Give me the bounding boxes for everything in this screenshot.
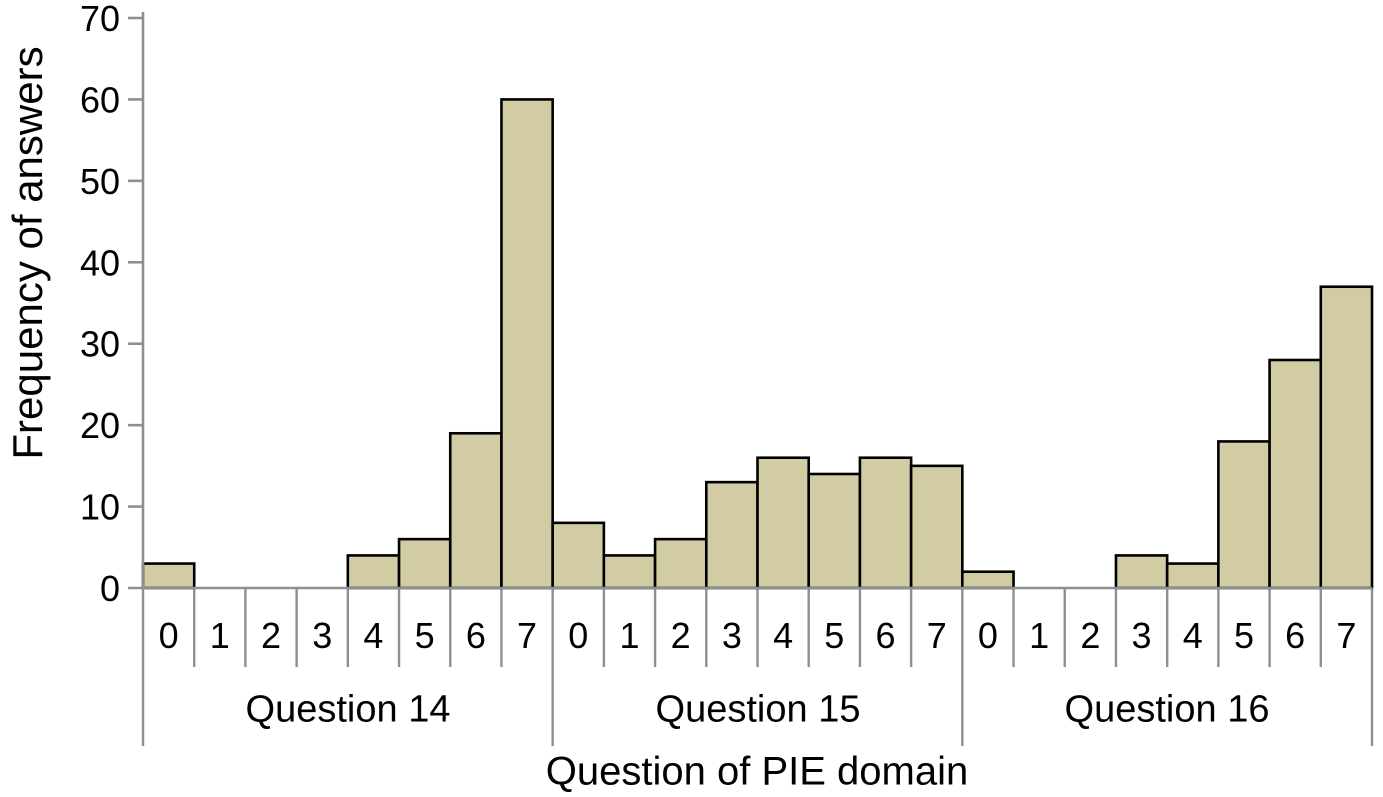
- bar-question-16-cat-6: [1268, 358, 1323, 590]
- x-category-label-question-14-5: 5: [415, 615, 435, 656]
- y-tick-label-20: 20: [80, 405, 120, 446]
- bar-question-15-cat-6: [858, 456, 913, 590]
- bar-question-16-cat-5: [1217, 440, 1271, 590]
- bar-question-16-cat-0: [961, 570, 1015, 590]
- y-tick-label-0: 0: [100, 568, 120, 609]
- bar-question-15-cat-1: [602, 554, 657, 590]
- x-category-label-question-16-7: 7: [1336, 615, 1356, 656]
- y-tick-label-40: 40: [80, 242, 120, 283]
- x-category-label-question-15-7: 7: [927, 615, 947, 656]
- y-axis-label: Frequency of answers: [4, 46, 51, 460]
- bar-question-15-cat-2: [653, 537, 708, 590]
- x-category-label-question-15-0: 0: [568, 615, 588, 656]
- bar-question-14-cat-4: [346, 554, 401, 590]
- bar-question-15-cat-0: [551, 521, 606, 590]
- y-tick-label-50: 50: [80, 161, 120, 202]
- x-category-label-question-14-4: 4: [363, 615, 383, 656]
- x-axis-title: Question of PIE domain: [545, 749, 969, 794]
- x-category-label-question-15-3: 3: [722, 615, 742, 656]
- group-label-question-15: Question 15: [655, 688, 861, 731]
- bar-question-14-cat-7: [500, 98, 554, 590]
- bar-question-16-cat-7: [1319, 285, 1374, 590]
- x-category-label-question-14-0: 0: [159, 615, 179, 656]
- group-label-question-14: Question 14: [245, 688, 451, 731]
- x-category-label-question-16-3: 3: [1132, 615, 1152, 656]
- bar-question-15-cat-4: [756, 456, 811, 590]
- y-tick-label-70: 70: [80, 0, 120, 39]
- bar-question-14-cat-6: [448, 431, 503, 590]
- bar-question-15-cat-5: [807, 472, 862, 590]
- x-category-label-question-16-4: 4: [1183, 615, 1203, 656]
- y-tick-label-30: 30: [80, 324, 120, 365]
- x-category-label-question-14-3: 3: [312, 615, 332, 656]
- x-category-label-question-14-7: 7: [517, 615, 537, 656]
- x-category-label-question-14-2: 2: [261, 615, 281, 656]
- bar-question-14-cat-5: [397, 537, 452, 590]
- x-category-label-question-16-6: 6: [1285, 615, 1305, 656]
- x-category-label-question-14-1: 1: [210, 615, 230, 656]
- y-tick-label-10: 10: [80, 487, 120, 528]
- bar-question-14-cat-0: [141, 562, 196, 590]
- x-category-label-question-16-1: 1: [1029, 615, 1049, 656]
- bar-question-16-cat-4: [1165, 562, 1220, 590]
- y-tick-label-60: 60: [80, 79, 120, 120]
- bar-question-15-cat-3: [704, 480, 759, 590]
- x-category-label-question-16-5: 5: [1234, 615, 1254, 656]
- x-category-label-question-14-6: 6: [466, 615, 486, 656]
- x-category-label-question-15-1: 1: [619, 615, 639, 656]
- x-category-label-question-15-4: 4: [773, 615, 793, 656]
- x-category-label-question-15-2: 2: [671, 615, 691, 656]
- x-category-label-question-16-2: 2: [1080, 615, 1100, 656]
- group-label-question-16: Question 16: [1064, 688, 1270, 731]
- x-category-label-question-15-6: 6: [876, 615, 896, 656]
- x-category-label-question-15-5: 5: [824, 615, 844, 656]
- bar-question-15-cat-7: [909, 464, 964, 590]
- bar-question-16-cat-3: [1114, 554, 1169, 590]
- x-category-label-question-16-0: 0: [978, 615, 998, 656]
